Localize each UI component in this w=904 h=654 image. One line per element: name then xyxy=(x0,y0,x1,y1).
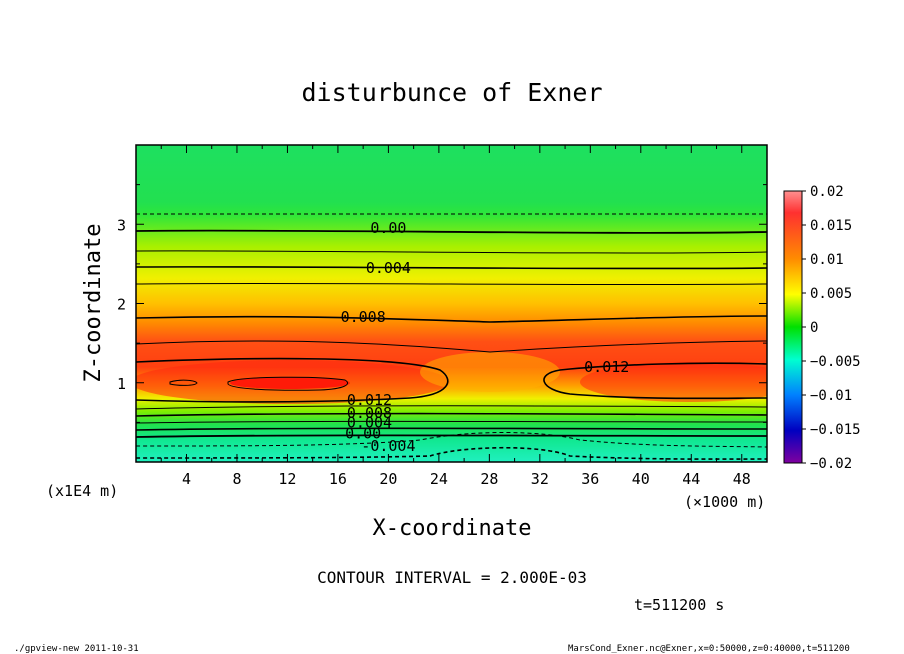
contour-low-2 xyxy=(136,412,767,417)
contour-labels: 0.000.0040.0080.0120.0120.0080.0040.00-0… xyxy=(341,219,630,455)
plot-area: 0.000.0040.0080.0120.0120.0080.0040.00-0… xyxy=(136,145,767,462)
contour-010 xyxy=(136,340,767,353)
colorbar-label: −0.005 xyxy=(810,354,861,370)
chart-title: disturbunce of Exner xyxy=(301,78,602,107)
x-tick-label: 16 xyxy=(329,470,347,488)
contour-014-left xyxy=(227,376,349,391)
colorbar-ticks: 0.02 0.015 0.01 0.005 0 −0.005 −0.01 −0.015 −0.0… xyxy=(802,184,861,472)
contour-004 xyxy=(136,266,767,270)
contour-zero-lower xyxy=(136,434,767,438)
x-units-label: (×1000 m) xyxy=(684,493,765,511)
colorbar-label: −0.015 xyxy=(810,422,861,438)
contour-label: -0.004 xyxy=(361,437,415,455)
contour-low-1 xyxy=(136,405,767,410)
contour-zero-upper xyxy=(136,229,767,234)
contour-label: 0.00 xyxy=(345,424,381,442)
contour-008 xyxy=(136,315,767,323)
x-tick-label: 4 xyxy=(182,470,191,488)
contour-interval-text: CONTOUR INTERVAL = 2.000E-03 xyxy=(317,568,587,587)
core-right xyxy=(580,362,767,402)
center-dip xyxy=(420,352,560,392)
colorbar-label: 0.01 xyxy=(810,252,844,268)
contour-neg-004 xyxy=(136,446,767,460)
contour-low-3 xyxy=(136,420,767,424)
x-tick-label: 12 xyxy=(278,470,296,488)
file-text: MarsCond_Exner.nc@Exner,x=0:50000,z=0:40… xyxy=(568,644,850,654)
colorbar xyxy=(783,190,803,464)
x-tick-label: 48 xyxy=(733,470,751,488)
x-tick-label: 28 xyxy=(480,470,498,488)
contour-label: 0.012 xyxy=(584,358,629,376)
x-tick-label: 44 xyxy=(682,470,700,488)
x-tick-label: 20 xyxy=(379,470,397,488)
z-units-label: (x1E4 m) xyxy=(46,482,118,500)
contour-012-left xyxy=(136,357,449,403)
core-left-inner xyxy=(230,377,350,389)
contour-label: 0.004 xyxy=(366,259,411,277)
cyan-pool xyxy=(417,436,573,462)
contour-014-small xyxy=(169,379,198,386)
contour-label: 0.012 xyxy=(347,391,392,409)
x-tick-label: 40 xyxy=(632,470,650,488)
y-tick-label: 2 xyxy=(117,296,126,314)
x-tick-label: 8 xyxy=(232,470,241,488)
y-tick-label: 1 xyxy=(117,375,126,393)
x-axis-ticks: 4 8 12 16 20 24 28 32 36 40 44 48 xyxy=(160,145,751,488)
program-text: ./gpview-new 2011-10-31 xyxy=(14,644,139,654)
x-tick-label: 24 xyxy=(430,470,448,488)
contour-low-4 xyxy=(136,427,767,431)
y-axis-label: Z-coordinate xyxy=(81,224,106,383)
contour-neg-002 xyxy=(136,432,767,448)
y-tick-label: 3 xyxy=(117,216,126,234)
contour-label: 0.00 xyxy=(370,219,406,237)
colorbar-label: 0 xyxy=(810,320,818,336)
time-text: t=511200 s xyxy=(634,596,724,614)
colorbar-label: 0.005 xyxy=(810,286,852,302)
colorbar-label: −0.02 xyxy=(810,456,852,472)
contour-label: 0.004 xyxy=(347,413,392,431)
contour-label: 0.008 xyxy=(347,404,392,422)
y-axis-ticks: 1 2 3 xyxy=(117,184,767,423)
colorbar-label: −0.01 xyxy=(810,388,852,404)
field-fill xyxy=(136,145,767,462)
colorbar-label: 0.015 xyxy=(810,218,852,234)
contour-lines xyxy=(136,213,767,460)
x-tick-label: 32 xyxy=(531,470,549,488)
x-axis-label: X-coordinate xyxy=(373,516,532,541)
contour-label: 0.008 xyxy=(341,308,386,326)
contour-006 xyxy=(136,282,767,286)
contour-012-right xyxy=(543,362,767,400)
colorbar-label: 0.02 xyxy=(810,184,844,200)
x-tick-label: 36 xyxy=(581,470,599,488)
contour-002 xyxy=(136,250,767,254)
